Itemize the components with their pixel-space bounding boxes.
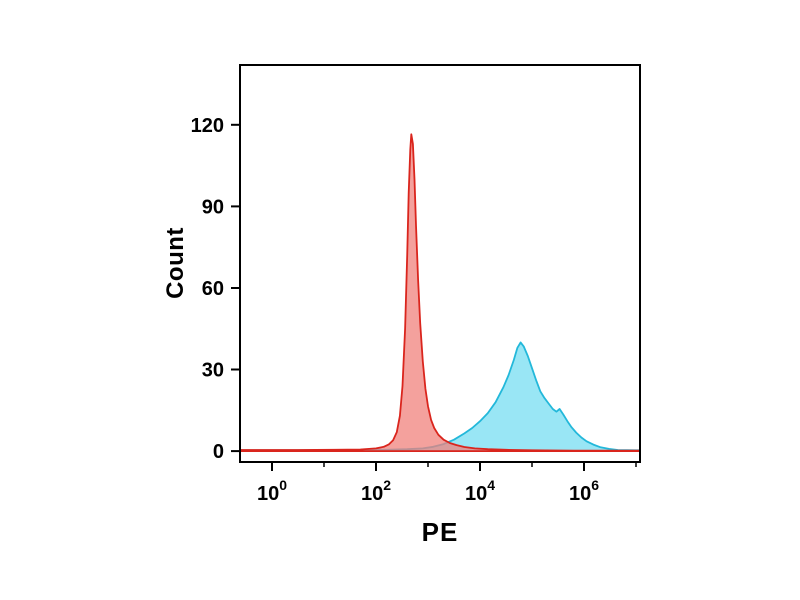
y-tick-label: 90 [202,196,224,218]
series-cyan-stained [241,341,639,452]
series-red-control [241,133,639,452]
y-tick-label: 60 [202,278,224,300]
y-tick-label: 0 [213,441,224,463]
y-tick-label: 30 [202,360,224,382]
x-axis-title: PE [421,517,459,547]
y-tick-label: 120 [191,115,224,137]
x-tick-label: 102 [361,477,391,505]
x-tick-label: 104 [465,477,495,505]
x-tick-label: 100 [257,477,287,505]
x-tick-label: 106 [569,477,599,505]
plot-border [239,64,641,463]
y-axis-title: Count [162,227,189,299]
